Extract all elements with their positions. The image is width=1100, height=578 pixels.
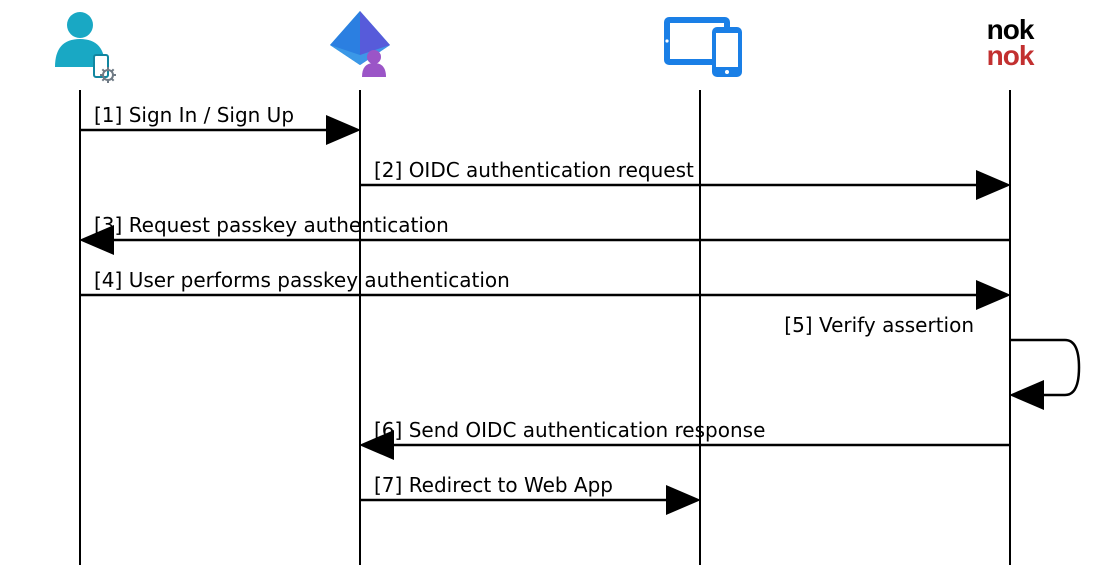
message-label: [4] User performs passkey authentication	[94, 268, 510, 292]
message-1: [1] Sign In / Sign Up	[80, 103, 356, 130]
tablet-phone-icon	[664, 17, 742, 77]
message-label: [6] Send OIDC authentication response	[374, 418, 765, 442]
message-7: [7] Redirect to Web App	[360, 473, 696, 500]
message-5: [5] Verify assertion	[784, 313, 1079, 395]
message-3: [3] Request passkey authentication	[84, 213, 1010, 240]
message-label: [5] Verify assertion	[784, 313, 974, 337]
sequence-diagram: noknok [1] Sign In / Sign Up [2] OIDC aut…	[0, 0, 1100, 578]
message-2: [2] OIDC authentication request	[360, 158, 1006, 185]
user-icon	[55, 12, 116, 83]
message-6: [6] Send OIDC authentication response	[364, 418, 1010, 445]
message-label: [1] Sign In / Sign Up	[94, 103, 294, 127]
noknok-logo: noknok	[987, 14, 1035, 71]
message-label: [2] OIDC authentication request	[374, 158, 694, 182]
message-label: [7] Redirect to Web App	[374, 473, 613, 497]
azure-ad-icon	[330, 11, 390, 77]
message-label: [3] Request passkey authentication	[94, 213, 449, 237]
svg-text:nok: nok	[987, 40, 1035, 71]
message-4: [4] User performs passkey authentication	[80, 268, 1006, 295]
